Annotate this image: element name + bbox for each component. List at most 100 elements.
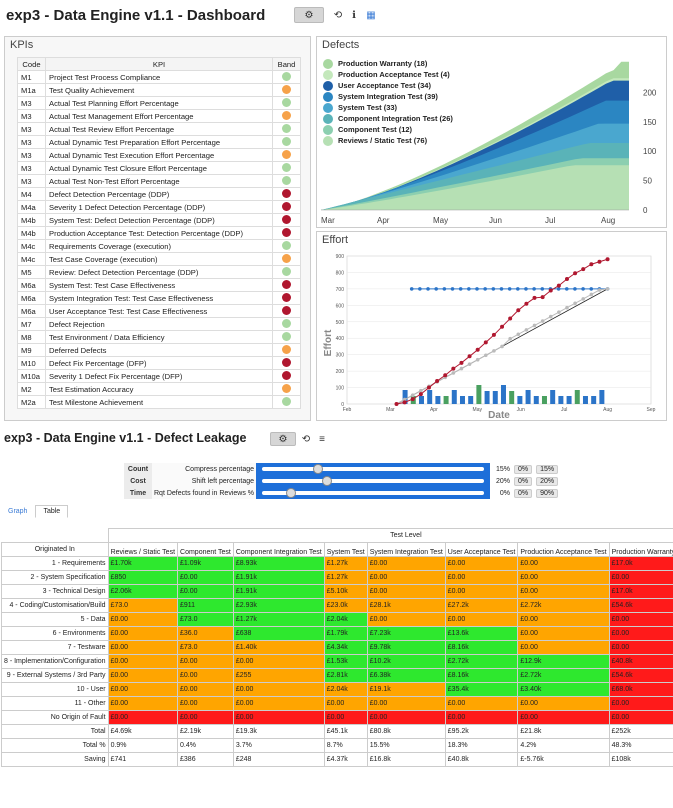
kpi-row: M3 Actual Test Planning Effort Percentag… [17, 96, 301, 110]
legend-item[interactable]: Reviews / Static Test (76) [323, 135, 453, 146]
slider-handle[interactable] [322, 476, 332, 486]
leakage-cell: £45.1k [323, 724, 368, 739]
kpi-code: M4b [17, 226, 46, 240]
history-button[interactable]: ⟲ [331, 8, 345, 22]
kpi-name: System Integration Test: Test Case Effec… [45, 291, 273, 305]
actual-point [564, 277, 569, 282]
control-slider[interactable] [256, 475, 490, 487]
leakage-cell: £0.00 [107, 696, 179, 711]
legend-item[interactable]: Production Acceptance Test (4) [323, 69, 453, 80]
x-tick-label: Mar [321, 216, 335, 225]
band-dot [282, 383, 291, 393]
leakage-history-button[interactable]: ⟲ [300, 432, 312, 446]
leakage-row: Saving £741 £386 £248 £4.37k £16.8k £40.8k £-5.… [1, 752, 673, 767]
leakage-filter-button[interactable]: ≡ [316, 432, 328, 446]
preset-min-button[interactable]: 0% [514, 464, 533, 474]
legend-item[interactable]: Component Integration Test (26) [323, 113, 453, 124]
legend-swatch [323, 135, 333, 146]
preset-min-button[interactable]: 0% [514, 488, 533, 498]
preset-button[interactable]: 90% [536, 488, 559, 498]
origin-label: No Origin of Fault [1, 710, 109, 725]
leakage-cell: £2.04k [323, 682, 368, 697]
gear-icon: ⚙ [278, 433, 288, 445]
effort-bar [468, 396, 474, 404]
preset-min-button[interactable]: 0% [514, 476, 533, 486]
calendar-button[interactable]: ▦ [364, 8, 378, 22]
kpi-name: Defect Detection Percentage (DDP) [45, 187, 273, 201]
kpi-band [272, 174, 301, 188]
leakage-row: Total £4.69k £2.19k £19.3k £45.1k £80.8k £95.2… [1, 724, 673, 739]
leakage-cell: £0.00 [232, 682, 325, 697]
leakage-cell: £0.00 [517, 626, 610, 641]
leakage-cell: £0.00 [177, 584, 234, 599]
effort-bar [500, 385, 506, 404]
kpi-name: Test Environment / Data Efficiency [45, 330, 273, 344]
leakage-cell: £2.81k [323, 668, 368, 683]
leakage-cell: £21.8k [517, 724, 610, 739]
leakage-cell: £0.00 [107, 668, 179, 683]
planned-point [426, 287, 430, 291]
kpi-row: M4c Test Case Coverage (execution) [17, 252, 301, 266]
estimate-point [459, 366, 464, 371]
leakage-cell: £6.38k [366, 668, 446, 683]
kpi-band [272, 291, 301, 305]
leakage-row: 5 - Data £0.00 £73.0 £1.27k £2.04k £0.00 £0.00… [1, 612, 673, 627]
legend-item[interactable]: Component Test (12) [323, 124, 453, 135]
leakage-control-row: Count Compress percentage 15% 0% 15% [124, 463, 560, 475]
band-dot [282, 227, 291, 237]
band-dot [282, 240, 291, 250]
defects-legend: Production Warranty (18) Production Accep… [323, 58, 453, 146]
preset-button[interactable]: 20% [536, 476, 559, 486]
leakage-row: 6 - Environments £0.00 £36.0 £638 £1.79k £7.2… [1, 626, 673, 641]
leakage-cell: £741 [107, 752, 179, 767]
legend-item[interactable]: User Acceptance Test (34) [323, 80, 453, 91]
col-kpi: KPI [45, 57, 273, 71]
origin-label: 6 - Environments [1, 626, 109, 641]
origin-label: 1 - Requirements [1, 556, 109, 571]
actual-point [508, 316, 513, 321]
y-tick-label: 800 [336, 270, 345, 276]
settings-button[interactable]: ⚙ [294, 7, 324, 23]
control-description: Compress percentage [152, 463, 256, 475]
tab-table[interactable]: Table [35, 505, 69, 518]
kpi-code: M3 [17, 174, 46, 188]
leakage-cell: 0.9% [107, 738, 179, 753]
leakage-cell: £10.2k [366, 654, 446, 669]
legend-item[interactable]: System Test (33) [323, 102, 453, 113]
kpi-row: M4b Production Acceptance Test: Detectio… [17, 226, 301, 240]
y-tick-label: 900 [336, 254, 345, 260]
planned-point [581, 287, 585, 291]
column-header: Production Warranty [608, 542, 673, 557]
y-tick-label: 600 [336, 303, 345, 309]
info-button[interactable]: ℹ [348, 8, 360, 22]
leakage-settings-button[interactable]: ⚙ [270, 432, 296, 446]
leakage-cell: £8.16k [444, 668, 519, 683]
preset-button[interactable]: 15% [536, 464, 559, 474]
legend-item[interactable]: Production Warranty (18) [323, 58, 453, 69]
actual-point [540, 295, 545, 300]
legend-swatch [323, 58, 333, 69]
slider-handle[interactable] [286, 488, 296, 498]
planned-point [556, 287, 561, 291]
leakage-cell: £255 [232, 668, 325, 683]
legend-item[interactable]: System Integration Test (39) [323, 91, 453, 102]
kpi-band [272, 70, 301, 84]
leakage-cell: £68.0k [608, 682, 673, 697]
control-slider[interactable] [256, 487, 490, 499]
kpi-band [272, 278, 301, 292]
slider-handle[interactable] [313, 464, 323, 474]
leakage-cell: £2.19k [177, 724, 234, 739]
tab-graph[interactable]: Graph [8, 508, 28, 515]
estimate-point [589, 292, 594, 297]
legend-label: User Acceptance Test (34) [338, 81, 431, 90]
leakage-cell: £0.00 [366, 710, 446, 725]
control-slider[interactable] [256, 463, 490, 475]
leakage-cell: £1.53k [323, 654, 368, 669]
view-tabs: Graph Table [0, 505, 69, 518]
kpi-code: M5 [17, 265, 46, 279]
kpi-row: M6a User Acceptance Test: Test Case Effe… [17, 304, 301, 318]
x-tick-label: Jun [517, 407, 525, 413]
kpi-row: M3 Actual Dynamic Test Closure Effort Pe… [17, 161, 301, 175]
leakage-cell: £0.00 [517, 696, 610, 711]
leakage-cell: £0.00 [608, 570, 673, 585]
